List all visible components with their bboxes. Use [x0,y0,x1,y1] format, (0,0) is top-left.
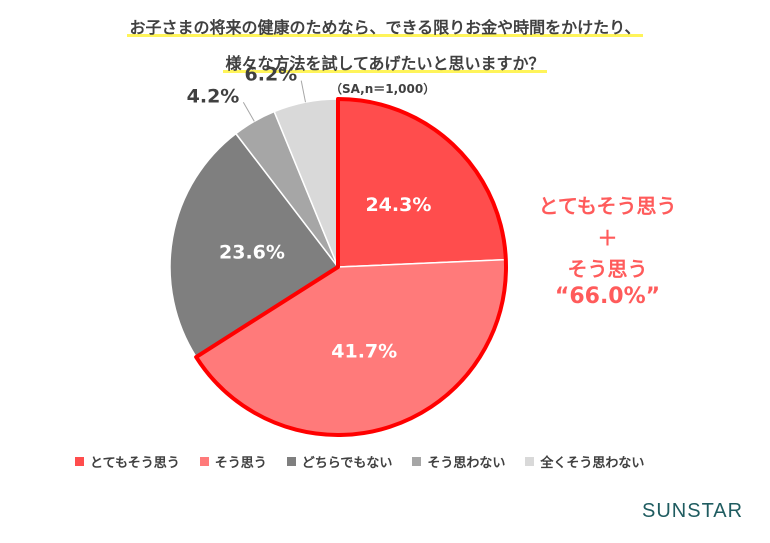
legend-swatch-3 [412,457,422,466]
callout-total: “66.0%” [554,284,661,309]
pie-slice-2 [169,132,340,359]
highlight-outline [194,97,508,437]
callout-line-1: とてもそう思う [538,194,677,218]
leader-line-4 [300,80,306,103]
sample-size-note: （SA,n＝1,000） [330,82,436,96]
legend-item-4: 全くそう思わない [525,452,644,471]
legend-item-3: そう思わない [412,452,505,471]
legend-item-1: そう思う [199,452,267,471]
chart-title-line-1: お子さまの将来の健康のためなら、できる限りお金や時間をかけたり、 [0,14,770,38]
legend-swatch-1 [199,457,209,466]
sunstar-logo: SUNSTAR [642,500,744,522]
legend-label-2: どちらでもない [301,456,393,471]
slice-label-4: 6.2% [245,64,298,86]
legend-swatch-0 [75,457,84,466]
leader-line-3 [242,102,255,122]
legend-label-1: そう思う [214,456,267,471]
slice-label-3: 4.2% [187,85,240,107]
legend-label-3: そう思わない [427,456,506,471]
legend-label-0: とてもそう思う [90,456,180,471]
chart-title-line-2-text: 様々な方法を試してあげたいと思いますか？ [223,54,547,73]
slice-label-1: 41.7% [331,340,397,362]
slice-label-2: 23.6% [219,242,285,264]
slice-label-0: 24.3% [365,194,431,216]
callout-plus: ＋ [597,226,618,250]
legend-item-0: とてもそう思う [75,452,180,471]
chart-title-line-1-text: お子さまの将来の健康のためなら、できる限りお金や時間をかけたり、 [127,18,643,37]
legend: とてもそう思う そう思う どちらでもない そう思わない 全くそう思わない [75,452,644,471]
chart-title-line-2: 様々な方法を試してあげたいと思いますか？ [0,50,770,74]
legend-item-2: どちらでもない [286,452,393,471]
legend-swatch-2 [286,457,296,466]
legend-swatch-4 [525,457,535,466]
pie-slice-0 [337,98,507,268]
callout-line-3: そう思う [567,257,648,281]
legend-label-4: 全くそう思わない [540,456,645,471]
